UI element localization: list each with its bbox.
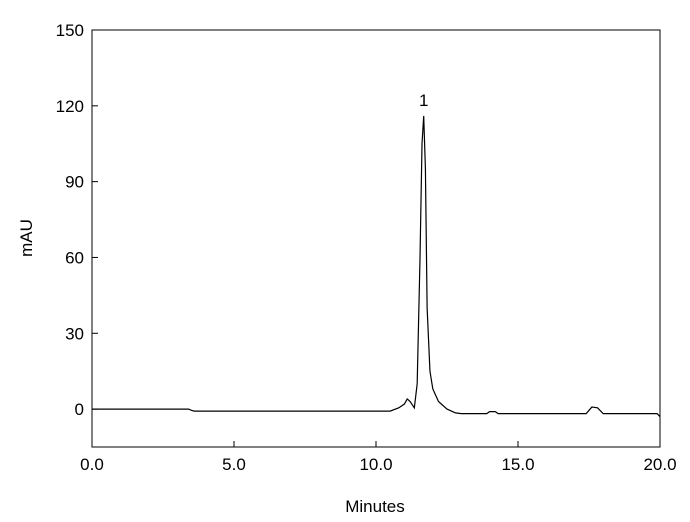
y-tick-label: 150 bbox=[56, 21, 84, 40]
x-tick-label: 20.0 bbox=[643, 455, 676, 474]
y-tick-label: 60 bbox=[65, 248, 84, 267]
y-tick-label: 0 bbox=[75, 400, 84, 419]
x-tick-label: 5.0 bbox=[222, 455, 246, 474]
y-tick-label: 120 bbox=[56, 97, 84, 116]
peak-label: 1 bbox=[419, 91, 428, 110]
y-tick-label: 90 bbox=[65, 173, 84, 192]
plot-frame bbox=[91, 29, 661, 448]
y-axis-title: mAU bbox=[17, 219, 36, 257]
x-tick-label: 15.0 bbox=[501, 455, 534, 474]
trace-line bbox=[92, 115, 661, 418]
y-tick-label: 30 bbox=[65, 324, 84, 343]
x-tick-label: 0.0 bbox=[80, 455, 104, 474]
x-tick-label: 10.0 bbox=[359, 455, 392, 474]
x-axis-title: Minutes bbox=[345, 497, 405, 516]
